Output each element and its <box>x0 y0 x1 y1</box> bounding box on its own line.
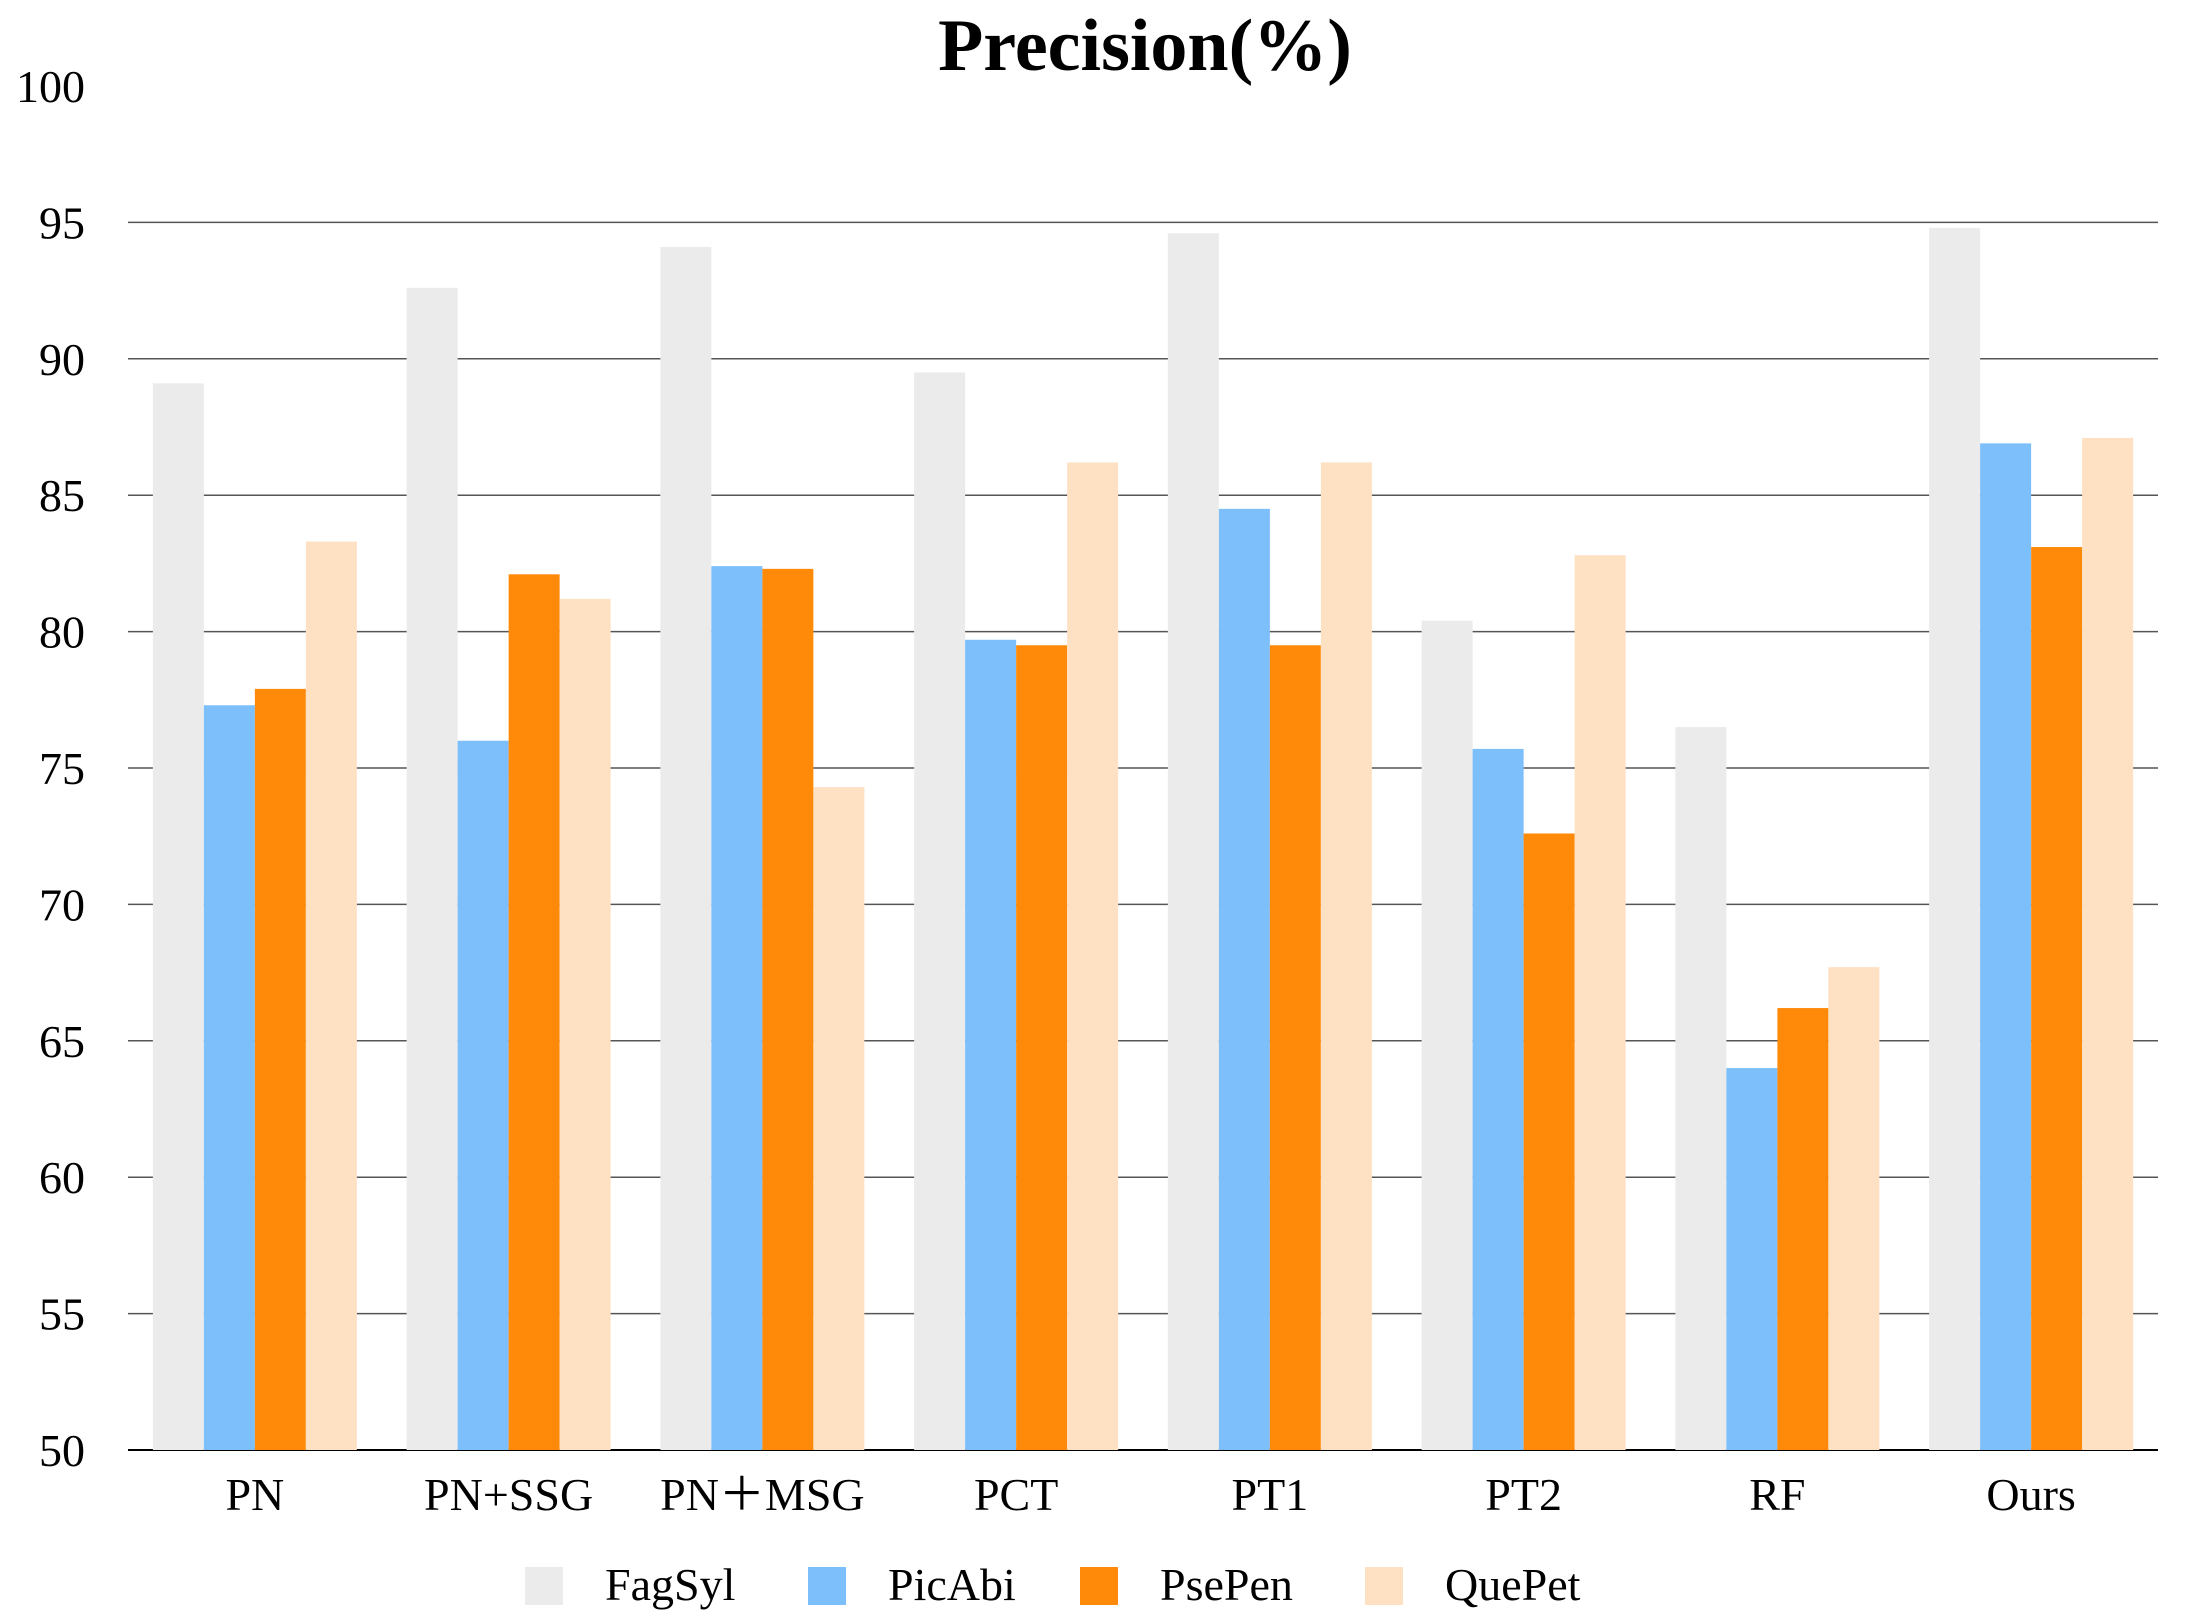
y-axis-ticks: 50 55 60 65 70 75 80 85 90 95 100 <box>16 61 85 1476</box>
bar-QuePet-0 <box>305 541 357 1450</box>
bar-PicAbi-1 <box>457 740 509 1450</box>
bar-PicAbi-0 <box>203 705 255 1450</box>
x-tick-label: PN＋MSG <box>660 1469 865 1520</box>
x-tick-label: PT1 <box>1232 1469 1309 1520</box>
bar-QuePet-5 <box>1574 555 1626 1450</box>
y-tick-label: 90 <box>39 334 85 385</box>
x-tick-label: PT2 <box>1485 1469 1562 1520</box>
bar-QuePet-7 <box>2082 437 2134 1450</box>
bar-QuePet-6 <box>1828 967 1880 1450</box>
legend-label: PicAbi <box>888 1559 1016 1610</box>
x-tick-label: Ours <box>1986 1469 2075 1520</box>
y-tick-label: 60 <box>39 1152 85 1203</box>
legend-label: PsePen <box>1160 1559 1293 1610</box>
x-tick-label: PN <box>225 1469 284 1520</box>
bar-PsePen-7 <box>2031 547 2083 1450</box>
bar-PsePen-2 <box>762 568 814 1450</box>
bar-PicAbi-5 <box>1472 748 1524 1450</box>
x-tick-label: PCT <box>974 1469 1058 1520</box>
bar-QuePet-2 <box>813 787 865 1450</box>
bar-FagSyl-1 <box>406 287 458 1450</box>
bar-PicAbi-4 <box>1218 508 1270 1451</box>
legend-swatch-PicAbi <box>808 1567 846 1605</box>
legend-label: QuePet <box>1445 1559 1581 1610</box>
y-tick-label: 100 <box>16 61 85 112</box>
legend-swatch-QuePet <box>1365 1567 1403 1605</box>
x-axis-ticks: PN PN+SSG PN＋MSG PCT PT1 PT2 RF Ours <box>225 1469 2075 1520</box>
bar-QuePet-4 <box>1320 462 1372 1450</box>
x-tick-label: PN+SSG <box>424 1469 593 1520</box>
bar-FagSyl-3 <box>914 372 966 1451</box>
bar-FagSyl-2 <box>660 246 712 1450</box>
bar-QuePet-1 <box>559 598 611 1450</box>
y-tick-label: 85 <box>39 470 85 521</box>
y-tick-label: 75 <box>39 743 85 794</box>
bar-PsePen-6 <box>1777 1008 1829 1450</box>
bar-FagSyl-6 <box>1675 727 1727 1450</box>
bar-PicAbi-7 <box>1980 443 2032 1450</box>
bar-PsePen-5 <box>1523 833 1575 1450</box>
legend: FagSyl PicAbi PsePen QuePet <box>525 1559 1581 1610</box>
y-tick-label: 50 <box>39 1425 85 1476</box>
chart-title: Precision(%) <box>938 5 1352 87</box>
bar-FagSyl-7 <box>1929 227 1981 1451</box>
bar-PicAbi-2 <box>711 566 763 1450</box>
bar-PicAbi-6 <box>1726 1068 1778 1450</box>
bar-QuePet-3 <box>1067 462 1119 1450</box>
bar-FagSyl-5 <box>1421 620 1473 1450</box>
y-tick-label: 55 <box>39 1289 85 1340</box>
bar-PsePen-0 <box>254 688 306 1450</box>
legend-swatch-FagSyl <box>525 1567 563 1605</box>
bars <box>152 227 2134 1451</box>
y-tick-label: 95 <box>39 197 85 248</box>
legend-swatch-PsePen <box>1080 1567 1118 1605</box>
legend-label: FagSyl <box>605 1559 735 1610</box>
y-tick-label: 65 <box>39 1016 85 1067</box>
bar-FagSyl-4 <box>1167 233 1219 1450</box>
bar-PsePen-3 <box>1016 645 1068 1450</box>
bar-FagSyl-0 <box>152 383 204 1450</box>
bar-PicAbi-3 <box>965 639 1017 1450</box>
bar-PsePen-4 <box>1269 645 1321 1450</box>
y-tick-label: 80 <box>39 607 85 658</box>
bar-PsePen-1 <box>508 574 560 1450</box>
y-tick-label: 70 <box>39 879 85 930</box>
x-tick-label: RF <box>1749 1469 1805 1520</box>
